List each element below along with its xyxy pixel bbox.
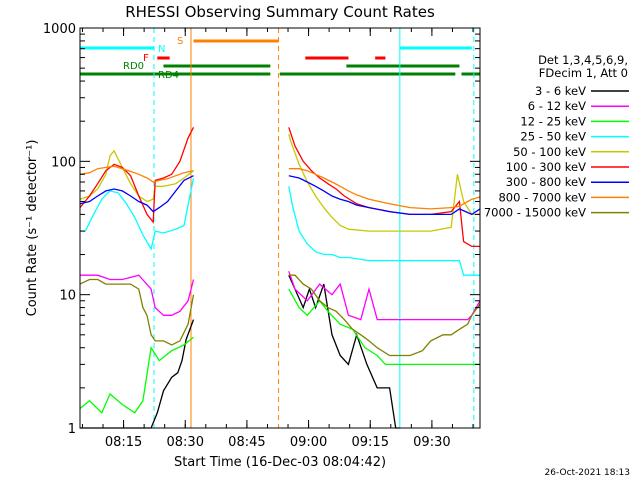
- x-tick-label-08-45: 08:45: [228, 435, 265, 450]
- series-300-800-kev-line-1: [288, 175, 481, 216]
- legend-label-6-12-kev: 6 - 12 keV: [528, 99, 586, 113]
- x-tick-label-09-15: 09:15: [352, 435, 389, 450]
- flag-f-label: F: [143, 53, 149, 64]
- series-12-25-kev-line-1: [288, 288, 480, 366]
- legend-label-50-100-kev: 50 - 100 keV: [513, 145, 586, 159]
- series-6-12-kev-line-0: [80, 274, 195, 316]
- generation-timestamp: 26-Oct-2021 18:13: [545, 468, 630, 478]
- legend-label-7000-15000-kev: 7000 - 15000 keV: [484, 206, 586, 220]
- legend-header-line-1: Det 1,3,4,5,6,9,: [538, 53, 628, 67]
- y-tick-label-10: 10: [59, 289, 76, 304]
- series-lines: [79, 127, 481, 429]
- legend-header-line-2: FDecim 1, Att 0: [539, 66, 628, 80]
- y-tick-label-100: 100: [51, 155, 76, 170]
- y-axis-ticks: 1 10 100 1000: [43, 22, 480, 437]
- y-axis-label: Count Rate (s⁻¹ detector⁻¹): [25, 140, 40, 317]
- series-300-800-kev-line-0: [79, 175, 194, 213]
- flag-rd4-label: RD4: [158, 70, 179, 81]
- vertical-markers: [153, 28, 475, 428]
- legend-label-25-50-kev: 25 - 50 keV: [520, 130, 586, 144]
- legend-label-3-6-kev: 3 - 6 keV: [535, 84, 586, 98]
- x-tick-label-08-30: 08:30: [167, 435, 204, 450]
- chart-title: RHESSI Observing Summary Count Rates: [125, 3, 435, 21]
- series-50-100-kev-line-1: [288, 133, 480, 232]
- series-100-300-kev-line-0: [79, 127, 195, 224]
- x-tick-label-08-15: 08:15: [105, 435, 142, 450]
- series-3-6-kev-line-1: [288, 274, 400, 429]
- series-800-7000-kev-line-1: [288, 168, 481, 210]
- series-6-12-kev-line-1: [288, 270, 481, 321]
- legend-label-100-300-kev: 100 - 300 keV: [506, 160, 586, 174]
- series-7000-15000-kev-line-1: [288, 274, 481, 357]
- plot-frame: [79, 27, 481, 429]
- x-tick-label-09-30: 09:30: [413, 435, 450, 450]
- series-7000-15000-kev-line-0: [79, 278, 195, 346]
- x-tick-label-09-00: 09:00: [290, 435, 327, 450]
- flag-rd0-label: RD0: [123, 61, 144, 72]
- y-tick-label-1000: 1000: [43, 22, 76, 37]
- series-25-50-kev-line-0: [80, 177, 195, 251]
- series-50-100-kev-line-0: [79, 149, 194, 203]
- x-axis-label: Start Time (16-Dec-03 08:04:42): [174, 455, 386, 470]
- legend-label-12-25-kev: 12 - 25 keV: [520, 114, 586, 128]
- series-25-50-kev-line-1: [288, 186, 480, 276]
- legend-label-300-800-kev: 300 - 800 keV: [506, 175, 586, 189]
- x-axis-ticks: 08:15 08:30 08:45 09:00 09:15 09:30: [81, 28, 474, 450]
- flag-s-label: S: [177, 36, 183, 47]
- y-tick-label-1: 1: [68, 422, 76, 437]
- series-800-7000-kev-line-0: [79, 165, 194, 183]
- series-12-25-kev-line-0: [79, 336, 194, 414]
- flag-n-label: N: [158, 44, 165, 55]
- legend-label-800-7000-kev: 800 - 7000 keV: [498, 190, 586, 204]
